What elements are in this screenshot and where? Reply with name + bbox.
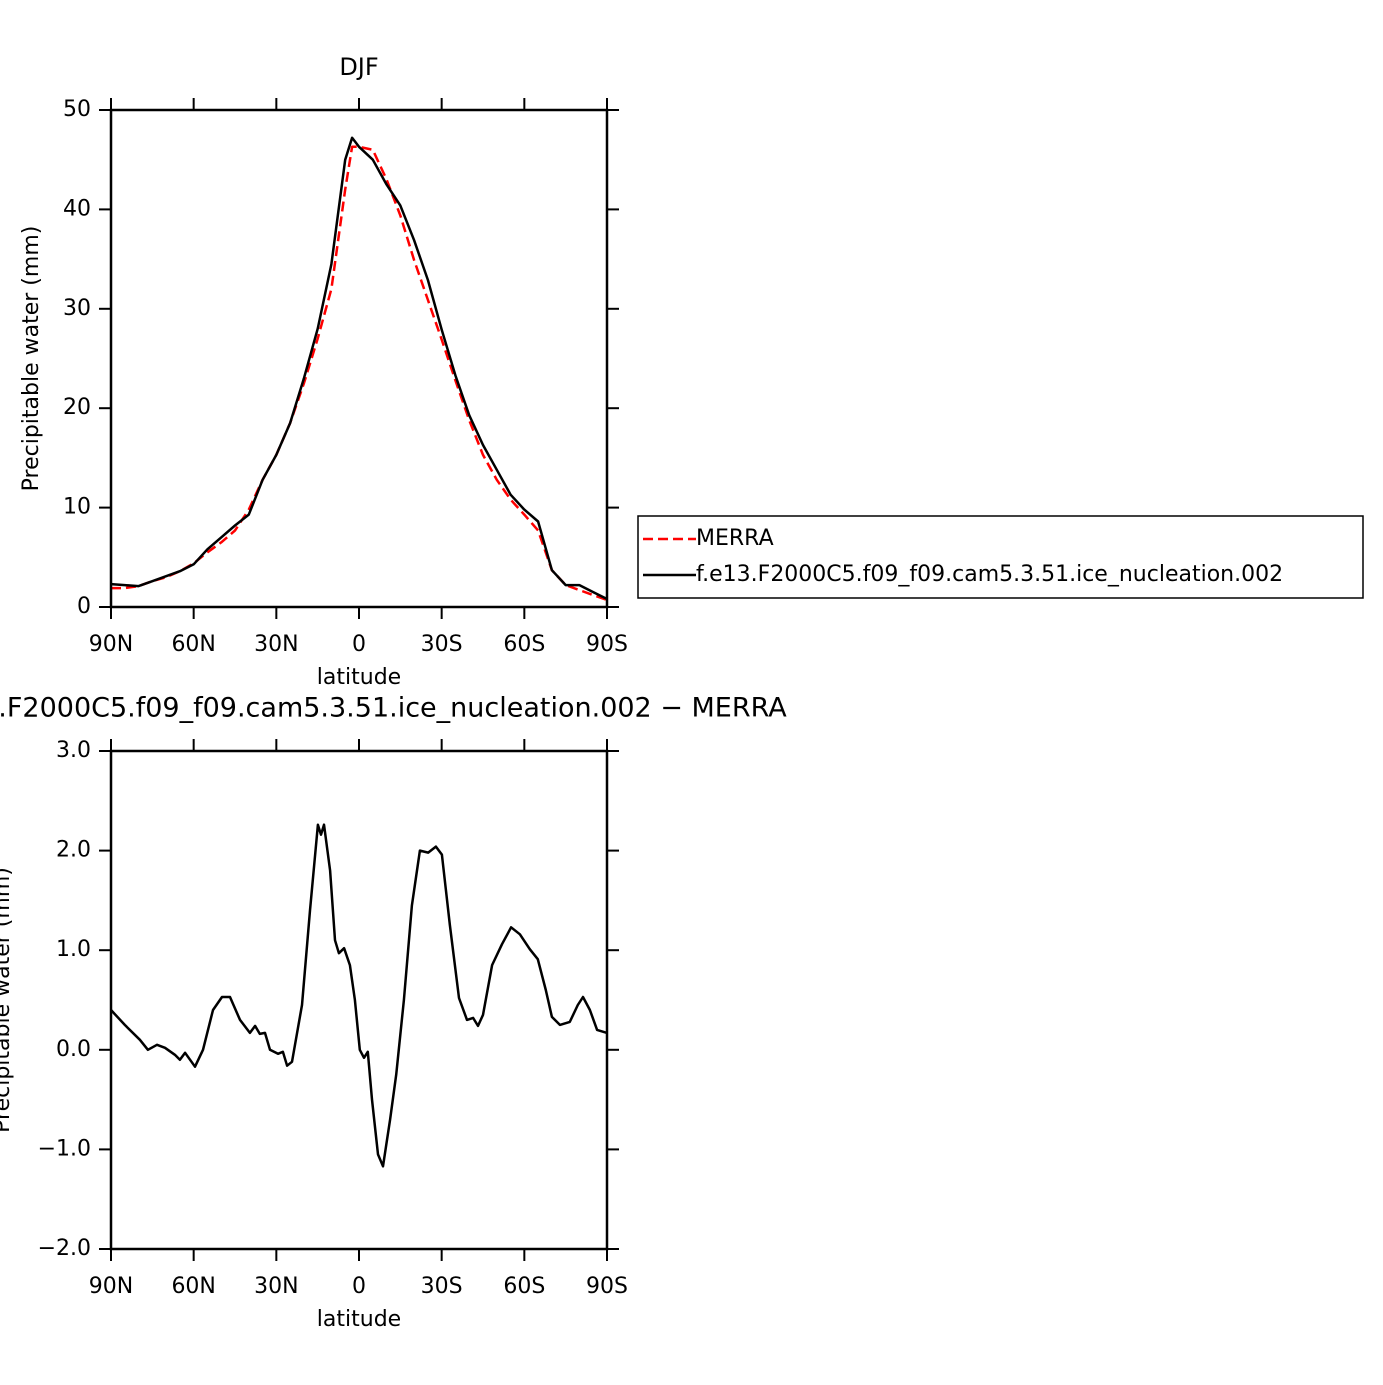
y-tick-label: 3.0 — [56, 738, 91, 763]
x-axis-label: latitude — [317, 1307, 401, 1332]
legend-box — [637, 515, 1364, 599]
plot-frame — [109, 108, 609, 609]
y-tick-label: 50 — [63, 97, 91, 122]
x-tick-label: 60S — [503, 632, 545, 657]
y-tick-label: 30 — [63, 296, 91, 321]
y-axis-label: Precipitable water (mm) — [0, 867, 15, 1133]
y-tick-label: 2.0 — [56, 838, 91, 863]
x-tick-label: 0 — [352, 1274, 366, 1299]
x-tick-label: 60S — [503, 1274, 545, 1299]
y-tick-label: 40 — [63, 196, 91, 221]
x-tick-label: 60N — [171, 1274, 215, 1299]
x-tick-label: 30S — [421, 632, 463, 657]
y-axis-label: Precipitable water (mm) — [19, 226, 44, 492]
data-line — [110, 136, 608, 601]
legend-label: f.e13.F2000C5.f09_f09.cam5.3.51.ice_nucl… — [696, 562, 1283, 587]
x-tick-label: 90S — [586, 1274, 628, 1299]
x-tick-label: 90N — [89, 632, 133, 657]
y-tick-label: 10 — [63, 495, 91, 520]
x-tick-label: 0 — [352, 632, 366, 657]
y-tick-label: 20 — [63, 395, 91, 420]
x-axis-label: latitude — [317, 665, 401, 690]
x-tick-label: 90S — [586, 632, 628, 657]
x-tick-label: 60N — [171, 632, 215, 657]
x-tick-label: 30N — [254, 632, 298, 657]
y-tick-label: 0.0 — [56, 1037, 91, 1062]
legend-label: MERRA — [696, 526, 774, 551]
x-tick-label: 90N — [89, 1274, 133, 1299]
plot-frame — [109, 749, 609, 1251]
chart-title: DJF — [339, 53, 378, 81]
data-line — [111, 145, 608, 602]
y-tick-label: −1.0 — [38, 1136, 91, 1161]
y-tick-label: 0 — [77, 594, 91, 619]
data-line — [110, 823, 608, 1168]
x-tick-label: 30S — [421, 1274, 463, 1299]
chart-title: f.e13.F2000C5.f09_f09.cam5.3.51.ice_nucl… — [0, 693, 787, 724]
y-tick-label: −2.0 — [38, 1236, 91, 1261]
y-tick-label: 1.0 — [56, 937, 91, 962]
x-tick-label: 30N — [254, 1274, 298, 1299]
